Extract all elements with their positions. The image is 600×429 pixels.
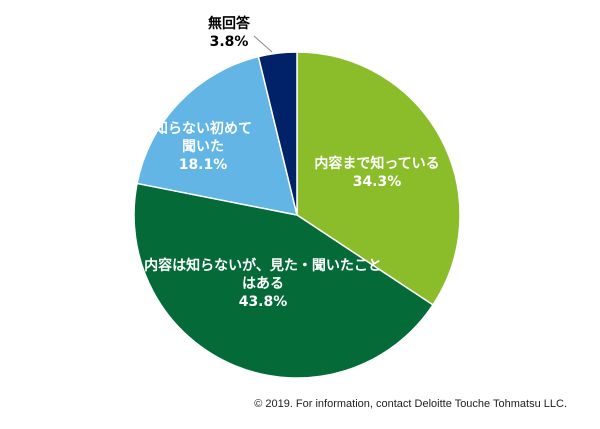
slice-label-0: 内容まで知っている 34.3% bbox=[314, 155, 439, 190]
slice-label-3: 無回答 3.8% bbox=[208, 15, 251, 50]
slice-labels: 内容まで知っている 34.3% 内容は知らないが、見た・聞いたことはある 43.8% 知… bbox=[144, 15, 440, 310]
slice-category-label-3: 無回答 bbox=[208, 15, 251, 32]
slice-category-label-1: はある bbox=[242, 276, 284, 292]
slice-category-label-1: 内容は知らないが、見た・聞いたこと bbox=[144, 257, 382, 274]
slice-category-label-2: 知らない初めて bbox=[154, 120, 252, 137]
pie-slices bbox=[133, 51, 461, 379]
slice-value-label-1: 43.8% bbox=[239, 294, 288, 310]
slice-category-label-2: 聞いた bbox=[182, 139, 224, 155]
pie-slice-1 bbox=[133, 182, 434, 379]
slice-label-1: 内容は知らないが、見た・聞いたことはある 43.8% bbox=[144, 257, 382, 310]
slice-value-label-3: 3.8% bbox=[210, 34, 249, 50]
leader-lines bbox=[253, 35, 273, 53]
slice-category-label-0: 内容まで知っている bbox=[314, 155, 439, 172]
leader-line-3 bbox=[253, 35, 273, 53]
copyright-footer: © 2019. For information, contact Deloitt… bbox=[254, 398, 567, 410]
slice-label-2: 知らない初めて聞いた 18.1% bbox=[154, 120, 252, 173]
pie-slice-3 bbox=[257, 51, 298, 216]
slice-value-label-0: 34.3% bbox=[353, 174, 402, 190]
pie-slice-2 bbox=[136, 55, 299, 216]
slice-value-label-2: 18.1% bbox=[179, 157, 228, 173]
